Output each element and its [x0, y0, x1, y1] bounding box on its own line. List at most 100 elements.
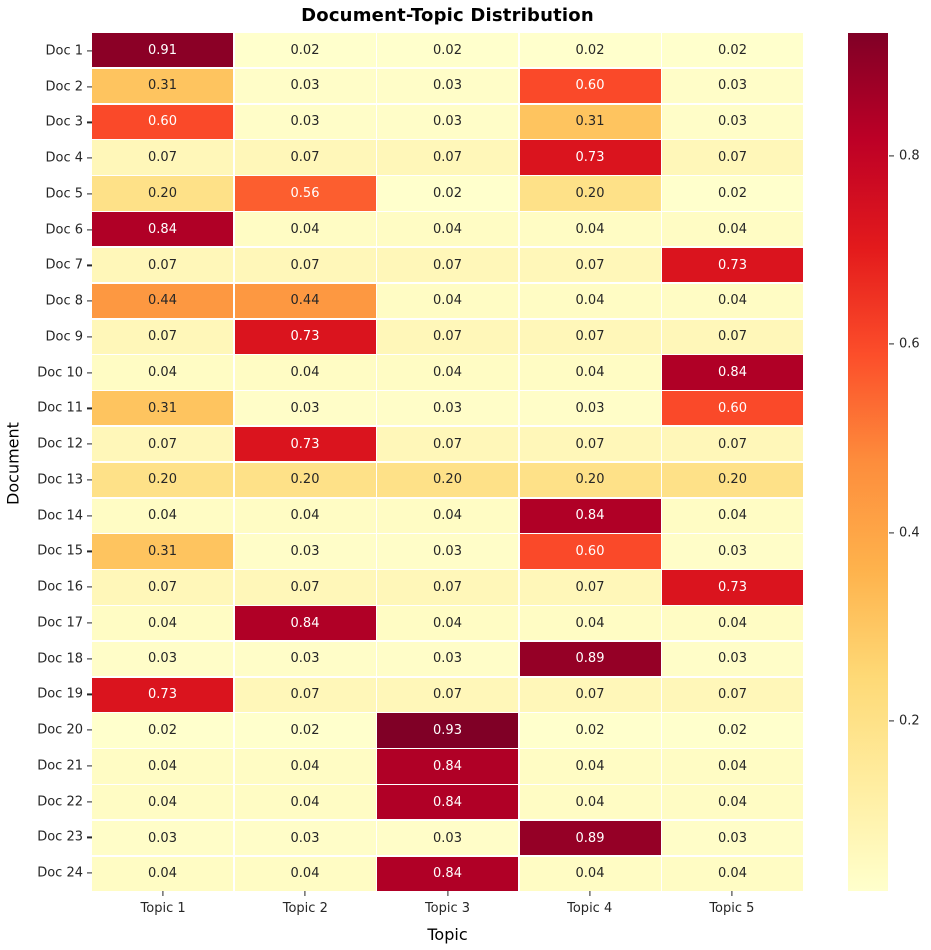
heatmap-cell: 0.04 — [377, 606, 518, 641]
heatmap-cell: 0.07 — [377, 677, 518, 712]
heatmap-cell: 0.04 — [377, 355, 518, 390]
heatmap-cell: 0.02 — [92, 713, 233, 748]
colorbar-tick-label: 0.8 — [899, 148, 920, 164]
heatmap-cell: 0.84 — [377, 856, 518, 891]
heatmap-cell: 0.03 — [662, 534, 803, 569]
heatmap-cell: 0.04 — [519, 749, 661, 784]
x-axis-label: Topic — [427, 925, 468, 944]
heatmap-cell: 0.73 — [92, 677, 233, 712]
heatmap-cell: 0.44 — [92, 283, 233, 318]
y-tick-label: Doc 22 — [37, 794, 83, 810]
y-tick-label: Doc 4 — [45, 150, 83, 166]
y-tick-mark — [87, 229, 92, 231]
heatmap-cell: 0.89 — [519, 820, 661, 856]
heatmap-cell: 0.04 — [519, 212, 661, 247]
heatmap-cell: 0.73 — [662, 570, 803, 605]
x-tick-mark — [589, 891, 591, 896]
y-tick-mark — [87, 515, 92, 517]
heatmap-cell: 0.07 — [234, 677, 376, 712]
heatmap-cell: 0.02 — [234, 33, 376, 68]
heatmap-cell: 0.04 — [662, 785, 803, 820]
heatmap-cell: 0.84 — [377, 749, 518, 784]
y-axis-label: Document — [3, 422, 23, 505]
y-tick-label: Doc 14 — [37, 508, 83, 524]
heatmap-cell: 0.02 — [377, 33, 518, 68]
y-tick-label: Doc 20 — [37, 722, 83, 738]
y-tick-mark — [87, 729, 92, 731]
y-tick-mark — [87, 193, 92, 195]
heatmap-cell: 0.04 — [234, 498, 376, 533]
y-tick-mark — [87, 693, 92, 695]
heatmap-cell: 0.04 — [234, 785, 376, 820]
y-tick-mark — [87, 622, 92, 624]
heatmap-cell: 0.04 — [519, 355, 661, 390]
heatmap-cell: 0.02 — [662, 713, 803, 748]
heatmap-cell: 0.84 — [234, 606, 376, 641]
heatmap-cell: 0.07 — [377, 570, 518, 605]
heatmap-cell: 0.44 — [234, 283, 376, 318]
heatmap-cell: 0.07 — [662, 140, 803, 175]
heatmap-cell: 0.02 — [662, 176, 803, 211]
heatmap-cell: 0.07 — [92, 247, 233, 283]
y-tick-mark — [87, 407, 92, 409]
heatmap-cell: 0.04 — [377, 498, 518, 533]
heatmap-grid: 0.91 0.02 0.02 0.02 0.02 0.31 0.03 0.03 0.60 0.03… — [92, 33, 803, 891]
y-tick-label: Doc 19 — [37, 686, 83, 702]
heatmap-cell: 0.03 — [234, 391, 376, 426]
heatmap-cell: 0.04 — [662, 283, 803, 318]
heatmap-cell: 0.02 — [519, 33, 661, 68]
heatmap-cell: 0.73 — [662, 247, 803, 283]
y-tick-label: Doc 21 — [37, 758, 83, 774]
y-tick-label: Doc 18 — [37, 651, 83, 667]
heatmap-cell: 0.60 — [92, 104, 233, 139]
y-tick-label: Doc 7 — [45, 257, 83, 273]
heatmap-cell: 0.03 — [234, 641, 376, 677]
heatmap-cell: 0.84 — [92, 212, 233, 247]
heatmap-cell: 0.20 — [92, 462, 233, 498]
y-tick-label: Doc 15 — [37, 543, 83, 559]
heatmap-cell: 0.03 — [662, 68, 803, 104]
heatmap-cell: 0.04 — [92, 498, 233, 533]
heatmap-cell: 0.20 — [234, 462, 376, 498]
y-tick-mark — [87, 300, 92, 302]
heatmap-cell: 0.04 — [92, 606, 233, 641]
heatmap-cell: 0.07 — [519, 570, 661, 605]
colorbar-tick-label: 0.4 — [899, 525, 920, 541]
heatmap-cell: 0.56 — [234, 176, 376, 211]
y-tick-mark — [87, 443, 92, 445]
heatmap-cell: 0.04 — [234, 749, 376, 784]
y-tick-mark — [87, 765, 92, 767]
heatmap-cell: 0.04 — [92, 856, 233, 891]
y-tick-label: Doc 16 — [37, 579, 83, 595]
y-tick-label: Doc 5 — [45, 186, 83, 202]
y-tick-mark — [87, 586, 92, 588]
heatmap-cell: 0.03 — [519, 391, 661, 426]
y-tick-mark — [87, 157, 92, 159]
heatmap-cell: 0.03 — [234, 104, 376, 139]
heatmap-cell: 0.03 — [377, 391, 518, 426]
x-tick-label: Topic 2 — [282, 901, 328, 916]
y-tick-label: Doc 6 — [45, 222, 83, 238]
heatmap-cell: 0.03 — [377, 820, 518, 856]
y-tick-mark — [87, 658, 92, 660]
colorbar-tick-mark — [889, 720, 894, 722]
y-tick-label: Doc 11 — [37, 400, 83, 416]
heatmap-cell: 0.04 — [92, 355, 233, 390]
heatmap-cell: 0.03 — [377, 641, 518, 677]
heatmap-cell: 0.04 — [662, 856, 803, 891]
y-tick-mark — [87, 372, 92, 374]
y-tick-label: Doc 23 — [37, 829, 83, 845]
y-tick-mark — [87, 264, 92, 266]
y-tick-label: Doc 9 — [45, 329, 83, 345]
y-tick-mark — [87, 86, 92, 88]
heatmap-cell: 0.03 — [377, 104, 518, 139]
heatmap-cell: 0.03 — [92, 820, 233, 856]
heatmap-cell: 0.03 — [92, 641, 233, 677]
y-tick-label: Doc 8 — [45, 293, 83, 309]
y-tick-label: Doc 10 — [37, 365, 83, 381]
heatmap-cell: 0.03 — [234, 820, 376, 856]
heatmap-cell: 0.04 — [519, 785, 661, 820]
y-tick-mark — [87, 121, 92, 123]
colorbar-tick-label: 0.2 — [899, 713, 920, 729]
colorbar-tick-mark — [889, 532, 894, 534]
